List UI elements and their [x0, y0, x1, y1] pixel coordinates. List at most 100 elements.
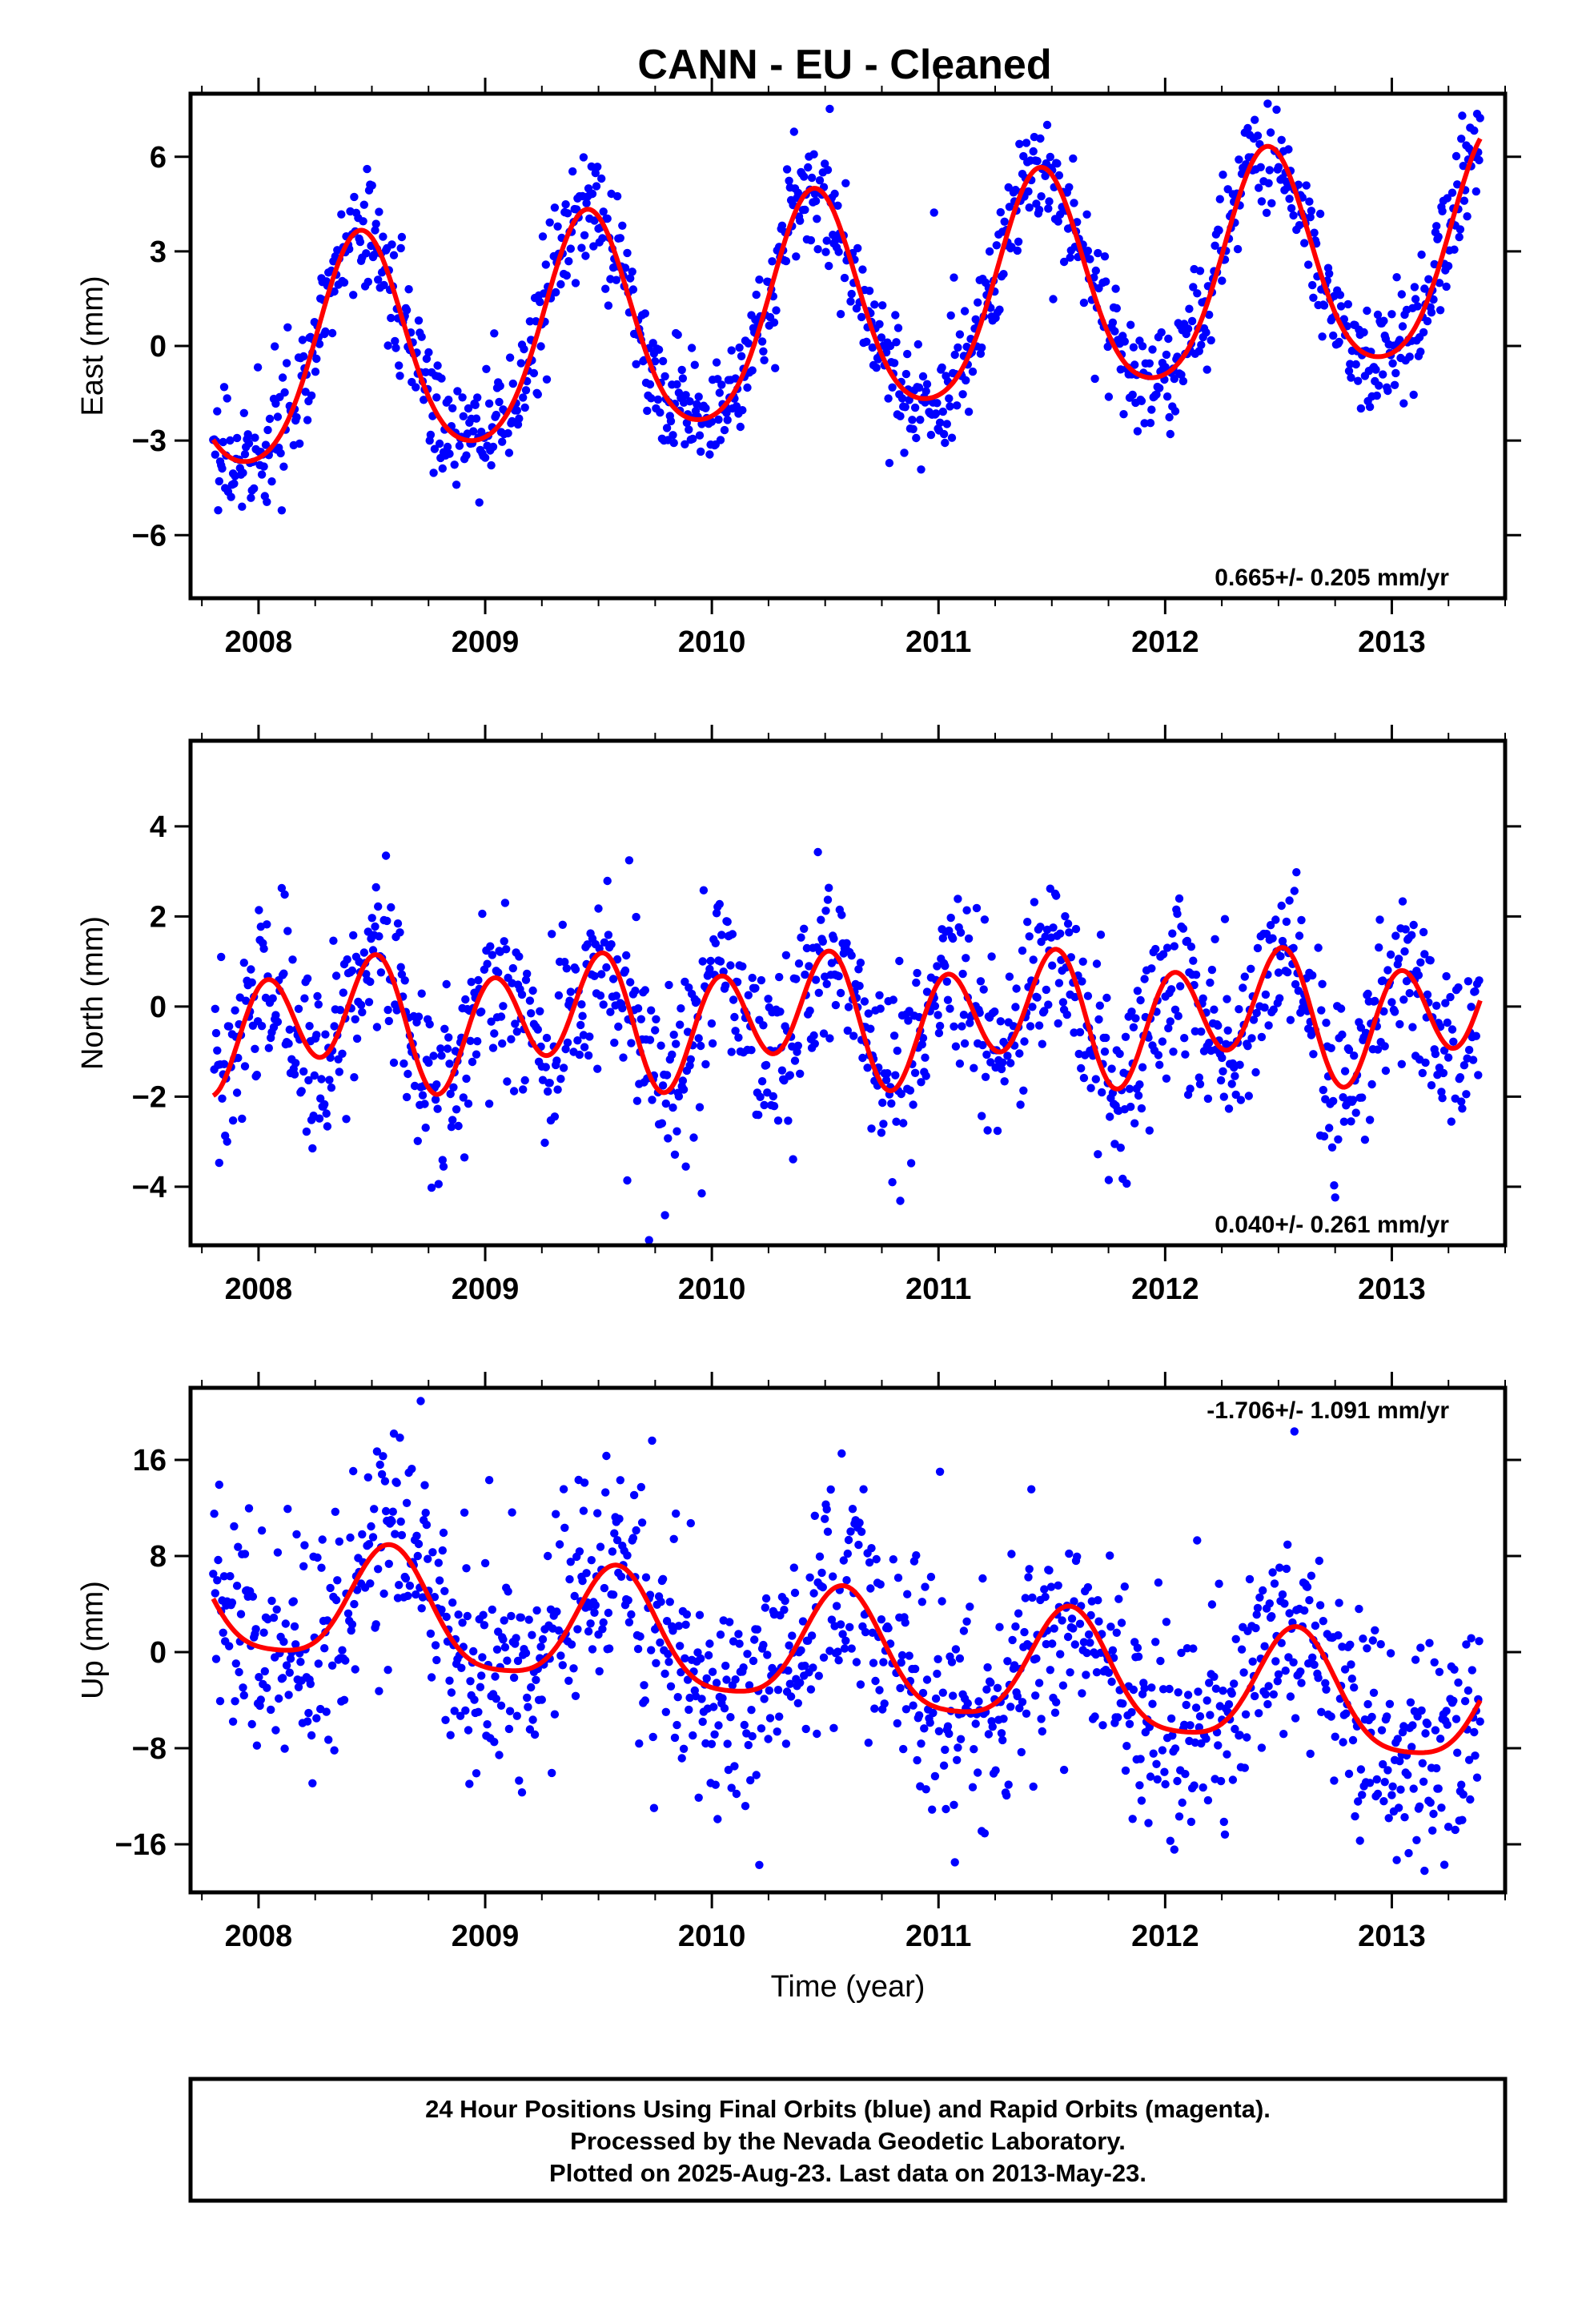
data-point-up	[652, 1659, 661, 1667]
data-point-up	[920, 1724, 929, 1733]
data-point-up	[970, 1745, 978, 1754]
data-point-east	[1195, 267, 1205, 275]
data-point-up	[477, 1671, 486, 1680]
data-point-north	[801, 970, 809, 979]
data-point-up	[693, 1648, 702, 1657]
data-point-north	[1356, 1023, 1366, 1032]
data-point-east	[743, 383, 752, 392]
data-point-up	[1216, 1776, 1226, 1786]
data-point-east	[238, 502, 247, 511]
data-point-up	[1203, 1696, 1211, 1705]
data-point-north	[464, 1100, 473, 1108]
data-point-up	[679, 1744, 689, 1753]
data-point-east	[1470, 126, 1479, 135]
data-point-up	[842, 1576, 851, 1585]
data-point-east	[853, 243, 862, 253]
data-point-up	[1380, 1778, 1389, 1787]
data-point-up	[379, 1452, 387, 1461]
data-point-up	[1273, 1677, 1283, 1686]
data-point-north	[802, 943, 812, 953]
data-point-east	[917, 465, 926, 474]
data-point-up	[1383, 1712, 1391, 1721]
data-point-north	[705, 964, 714, 974]
data-point-up	[1335, 1598, 1343, 1607]
data-point-up	[876, 1580, 885, 1589]
data-point-north	[1423, 990, 1432, 999]
data-point-north	[651, 1026, 660, 1035]
data-point-east	[490, 329, 499, 338]
data-point-east	[1019, 151, 1028, 161]
data-point-north	[1350, 1051, 1359, 1060]
data-point-north	[1134, 1091, 1143, 1100]
data-point-up	[1140, 1684, 1149, 1693]
data-point-east	[571, 279, 580, 287]
data-point-north	[1125, 1084, 1134, 1093]
data-point-east	[1126, 320, 1135, 329]
data-point-up	[665, 1598, 674, 1606]
data-point-north	[1224, 1104, 1234, 1113]
data-point-up	[1206, 1711, 1215, 1719]
data-point-north	[438, 1156, 447, 1164]
data-point-north	[1020, 1037, 1029, 1046]
data-point-up	[656, 1638, 665, 1647]
data-point-east	[1251, 115, 1259, 124]
data-point-up	[251, 1625, 260, 1634]
data-point-up	[627, 1610, 636, 1619]
data-point-east	[921, 387, 930, 396]
data-point-up	[1334, 1630, 1343, 1640]
data-point-north	[1297, 915, 1306, 925]
data-point-up	[1186, 1721, 1195, 1730]
data-point-north	[942, 977, 952, 987]
data-point-up	[955, 1654, 965, 1663]
data-point-east	[435, 439, 444, 448]
data-point-north	[494, 968, 503, 977]
data-point-north	[1147, 964, 1156, 973]
data-point-east	[448, 404, 457, 412]
data-point-north	[1443, 1053, 1453, 1062]
data-point-north	[1402, 977, 1411, 986]
data-point-north	[1322, 1019, 1331, 1027]
data-point-up	[1376, 1640, 1385, 1649]
data-point-up	[1207, 1600, 1217, 1609]
data-point-north	[1414, 971, 1423, 979]
data-point-up	[681, 1654, 689, 1663]
data-point-up	[1121, 1766, 1130, 1775]
data-point-up	[865, 1558, 874, 1567]
data-point-up	[428, 1548, 437, 1557]
data-point-north	[502, 945, 511, 954]
data-point-up	[1174, 1688, 1182, 1697]
data-point-north	[1136, 995, 1145, 1005]
data-point-east	[251, 433, 259, 442]
data-point-east	[897, 394, 907, 403]
data-point-up	[291, 1640, 300, 1649]
data-point-north	[329, 936, 338, 945]
data-point-east	[1187, 316, 1197, 326]
data-point-up	[466, 1677, 475, 1686]
data-point-up	[492, 1645, 502, 1654]
data-point-east	[682, 418, 692, 428]
data-point-up	[1137, 1796, 1146, 1805]
data-point-east	[603, 214, 612, 223]
data-point-north	[1439, 1068, 1448, 1078]
data-point-north	[1199, 994, 1207, 1003]
data-point-north	[291, 1059, 300, 1068]
data-point-north	[686, 1055, 695, 1064]
data-point-east	[772, 306, 781, 315]
data-point-up	[566, 1558, 575, 1566]
data-point-up	[840, 1644, 849, 1653]
data-point-north	[1308, 971, 1317, 980]
data-point-north	[507, 1035, 516, 1043]
data-point-up	[1439, 1860, 1449, 1869]
data-point-north	[614, 1022, 623, 1031]
data-point-up	[917, 1739, 926, 1748]
y-tick-label: −4	[132, 1171, 167, 1204]
data-point-east	[1379, 370, 1387, 379]
data-point-north	[425, 1019, 434, 1029]
data-point-north	[978, 1040, 987, 1050]
data-point-east	[892, 338, 901, 347]
data-point-up	[339, 1695, 349, 1704]
data-point-north	[326, 1053, 335, 1063]
data-point-up	[1415, 1802, 1424, 1811]
data-point-up	[1098, 1721, 1107, 1730]
data-point-north	[1418, 1068, 1427, 1078]
